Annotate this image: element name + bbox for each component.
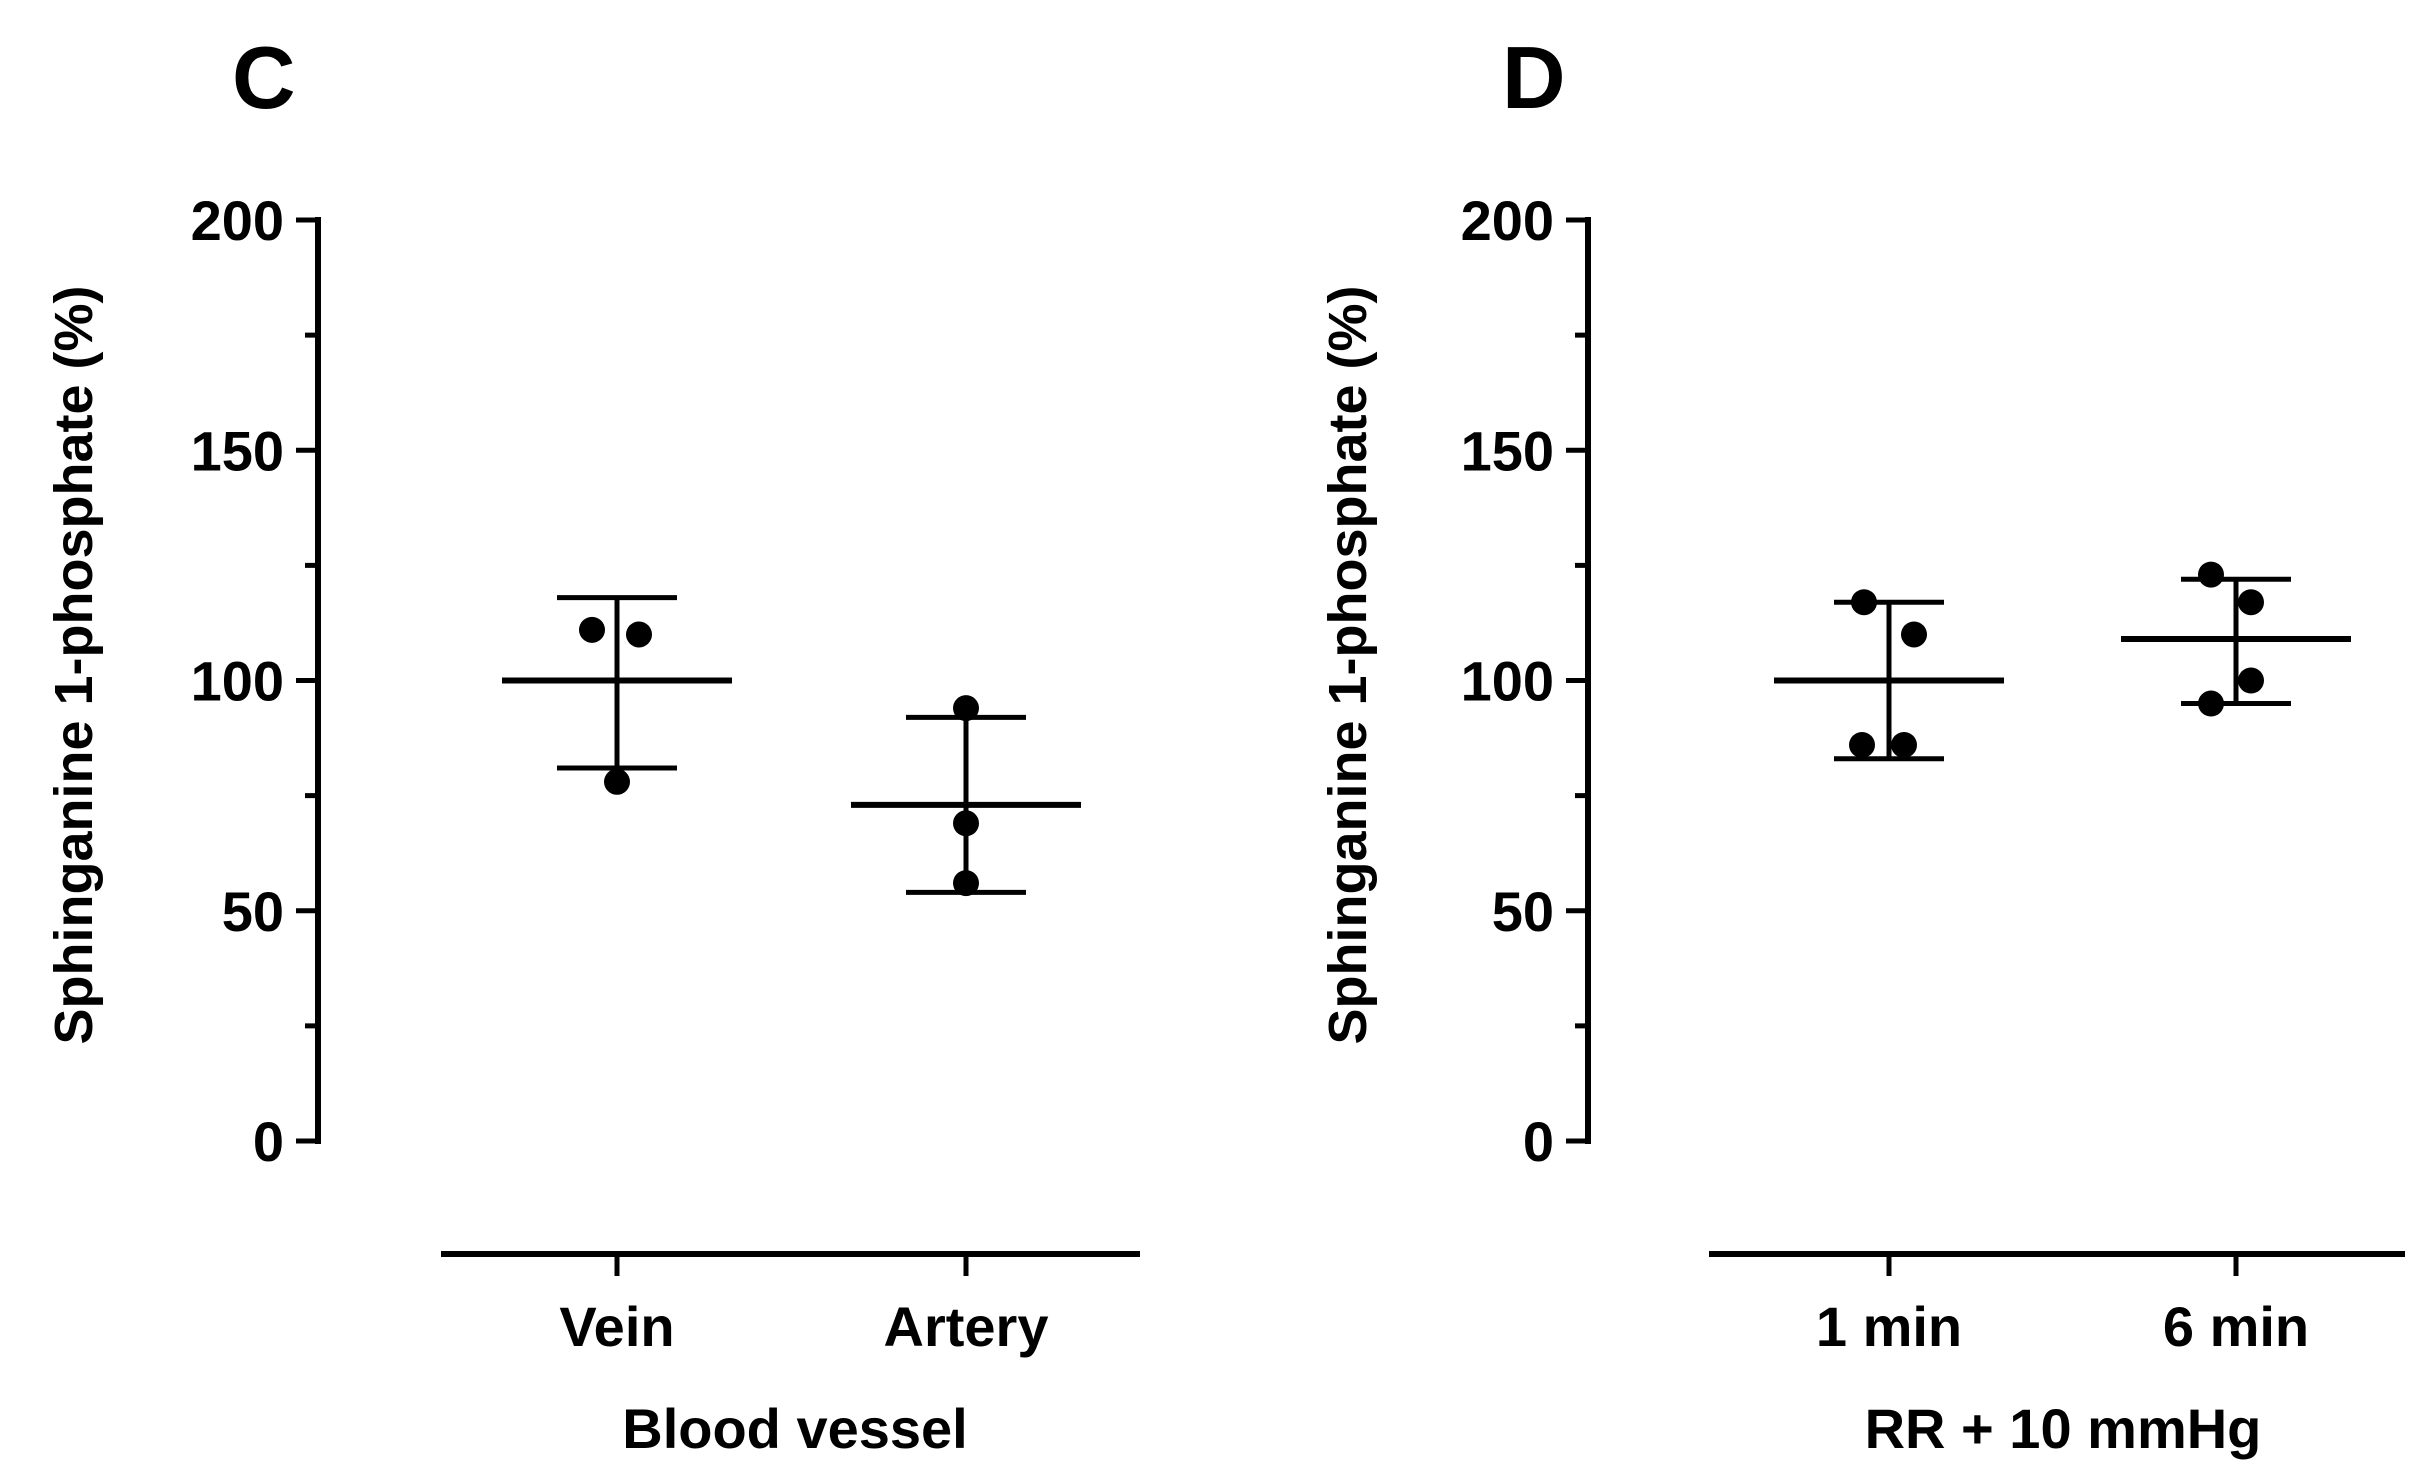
panel-d-data-point	[2198, 690, 2224, 717]
panel-d-data-point	[2238, 589, 2264, 616]
panel-c-data-point	[953, 810, 979, 837]
panel-c-data-point	[626, 621, 652, 648]
panel-d-y-tick-label: 200	[1461, 189, 1554, 252]
panel-d-data-point	[1851, 589, 1877, 616]
panel-d-marks	[1774, 561, 2351, 762]
panel-d-data-point	[2198, 561, 2224, 588]
panel-d-y-tick-label: 100	[1461, 650, 1554, 713]
panel-d-y-tick-label: 50	[1492, 880, 1554, 943]
panel-d-x-category-label: 1 min	[1816, 1295, 1962, 1358]
panel-c-data-point	[579, 616, 605, 643]
panel-c-marks	[502, 595, 1081, 897]
panel-d-y-axis-title: Sphinganine 1-phosphate (%)	[1318, 285, 1378, 1044]
panel-c-y-ticks: 0 50 100 150 200	[191, 189, 321, 1173]
panel-c-data-point	[953, 695, 979, 722]
panel-c-y-axis-title: Sphinganine 1-phosphate (%)	[44, 285, 104, 1044]
panel-d-x-axis-title: RR + 10 mmHg	[1865, 1397, 2262, 1460]
panel-d-data-point	[1849, 731, 1875, 758]
panel-c-x-category-label: Artery	[884, 1295, 1049, 1358]
panel-c: C Sphinganine 1-phosphate (%) Blood vess…	[44, 28, 1140, 1460]
panel-d-x-categories: 1 min 6 min	[1709, 1251, 2405, 1358]
panel-d-label: D	[1502, 28, 1566, 127]
panel-c-label: C	[232, 28, 296, 127]
panel-d-data-point	[1891, 731, 1917, 758]
panel-d-data-point	[2238, 667, 2264, 694]
panel-d-data-point	[1901, 621, 1927, 648]
panel-c-x-axis-title: Blood vessel	[622, 1397, 967, 1460]
panel-d-y-tick-label: 0	[1523, 1110, 1554, 1173]
panel-c-data-point	[953, 870, 979, 897]
panel-d-y-tick-label: 150	[1461, 419, 1554, 482]
panel-d-y-ticks: 0 50 100 150 200	[1461, 189, 1591, 1173]
panel-d: D Sphinganine 1-phosphate (%) RR + 10 mm…	[1318, 28, 2405, 1460]
panel-c-x-categories: Vein Artery	[441, 1251, 1140, 1358]
panel-c-y-tick-label: 150	[191, 419, 284, 482]
panel-c-y-tick-label: 0	[253, 1110, 284, 1173]
panel-c-y-tick-label: 200	[191, 189, 284, 252]
panel-c-data-point	[604, 768, 630, 795]
panel-c-y-tick-label: 50	[222, 880, 284, 943]
panel-d-x-category-label: 6 min	[2163, 1295, 2309, 1358]
panel-c-y-tick-label: 100	[191, 650, 284, 713]
panel-c-x-category-label: Vein	[559, 1295, 674, 1358]
